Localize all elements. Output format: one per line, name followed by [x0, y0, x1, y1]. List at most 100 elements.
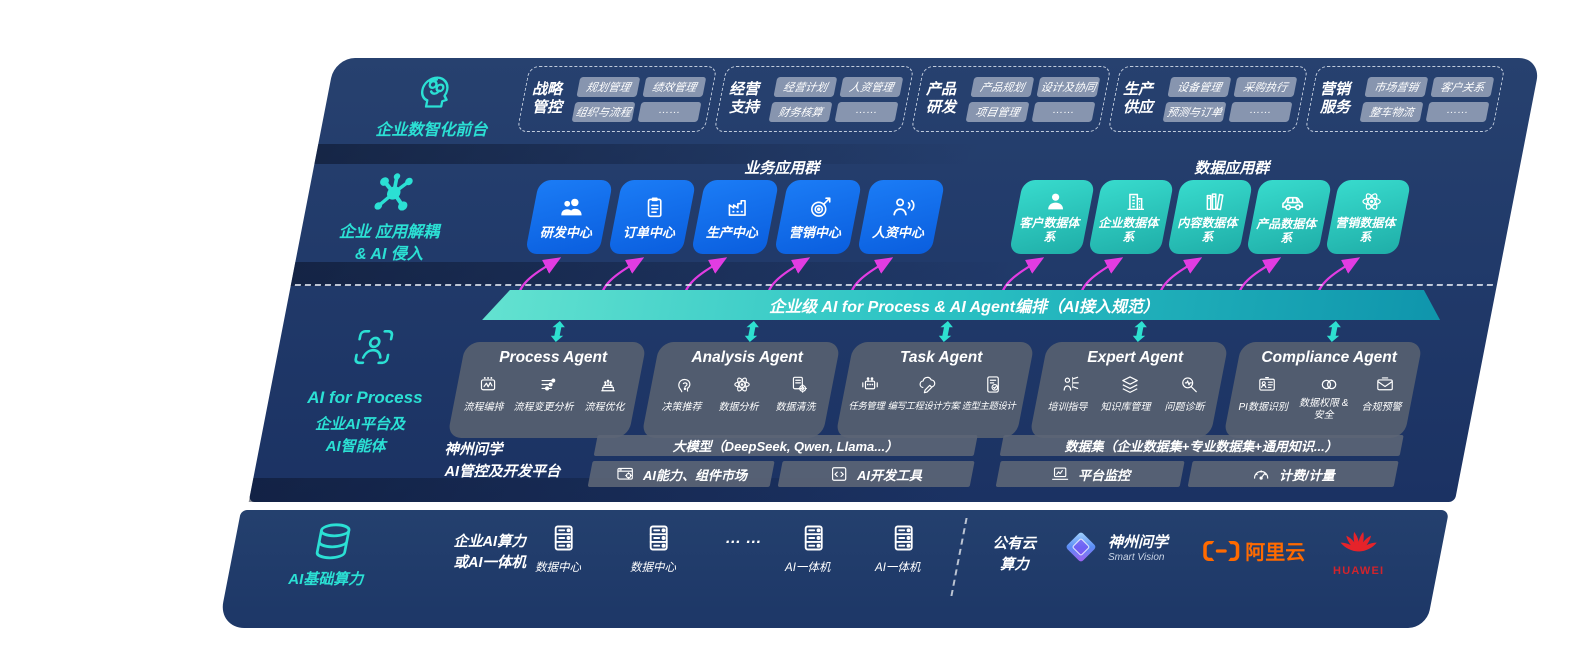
- aliyun-name: 阿里云: [1245, 542, 1306, 564]
- tablet-check-icon: [983, 374, 1004, 395]
- tool-label: 平台监控: [1078, 467, 1131, 483]
- agent-item-label: 决策推荐: [660, 402, 701, 413]
- layered-cake-icon: [598, 374, 619, 395]
- agent-title: Compliance Agent: [1261, 349, 1397, 366]
- agents-row: Process Agent 流程编排 流程变更分析 流程优化 Analysis …: [447, 342, 1423, 438]
- models-bar-label: 大模型（DeepSeek, Qwen, Llama...）: [672, 439, 899, 454]
- vertical-dashed-divider: [950, 518, 968, 596]
- laptop-chart-icon: [1050, 464, 1070, 484]
- scan-person-icon: [349, 326, 399, 368]
- cloud-pen-icon: [917, 374, 938, 395]
- agent-item-label: 培训指导: [1047, 402, 1088, 413]
- pill: 人资管理: [839, 76, 904, 97]
- pill: ……: [1425, 101, 1490, 122]
- orchestration-bar-label: 企业级 AI for Process & AI Agent编排（AI接入规范）: [769, 299, 1159, 316]
- tool-ai-market: AI能力、组件市场: [587, 461, 775, 487]
- pill: ……: [1031, 101, 1096, 122]
- agent-card-analysis: Analysis Agent 决策推荐 数据分析 数据清洗: [641, 342, 841, 438]
- group-name: 营销服务: [1320, 81, 1351, 116]
- agent-item-label: 任务管理: [848, 401, 885, 411]
- vendor-szwx: 神州问学 Smart Vision: [1062, 528, 1168, 566]
- group-name: 生产供应: [1123, 81, 1154, 116]
- agent-title: Task Agent: [899, 349, 983, 366]
- huawei-flower-logo-icon: [1340, 531, 1377, 552]
- ai-platform-subtitle-1: 企业AI平台及: [314, 416, 405, 433]
- cloud-label-line1: 公有云: [992, 536, 1037, 552]
- layer-divider-dashed: [294, 284, 1494, 286]
- pill: 绩效管理: [642, 76, 707, 97]
- agent-item-label: 问题诊断: [1164, 402, 1205, 413]
- agent-item-label: 数据分析: [717, 402, 758, 413]
- pill: ……: [637, 101, 702, 122]
- ai-for-process-title: AI for Process: [307, 388, 423, 407]
- datasets-bar: 数据集（企业数据集+专业数据集+通用知识...）: [999, 435, 1404, 456]
- group-name: 经营支持: [729, 81, 760, 116]
- server-icon: [643, 522, 675, 554]
- brain-icon: [409, 68, 462, 112]
- group-product-rd: 产品研发 产品规划 设计及协同 项目管理 ……: [910, 66, 1112, 132]
- doc-gear-icon: [789, 374, 810, 395]
- pill: 采购执行: [1233, 76, 1298, 97]
- tool-ai-dev: AI开发工具: [777, 461, 975, 487]
- front-groups-row: 战略管控 规划管理 绩效管理 组织与流程 …… 经营支持 经营计划 人资管理 财…: [516, 66, 1506, 132]
- node-label: AI一体机: [875, 562, 921, 574]
- agent-title: Analysis Agent: [691, 349, 803, 366]
- pill: 市场营销: [1364, 76, 1429, 97]
- agent-card-task: Task Agent 任务管理 编写工程设计方案 造型主题设计: [835, 342, 1035, 438]
- tool-billing: 计费/计量: [1187, 461, 1399, 487]
- pill: ……: [834, 101, 899, 122]
- group-name: 战略管控: [532, 81, 563, 116]
- agent-item-label: 流程优化: [584, 402, 625, 413]
- pill: 设计及协同: [1036, 76, 1101, 97]
- atom-icon: [732, 374, 753, 395]
- szwx-sub: Smart Vision: [1107, 552, 1165, 563]
- infra-band: AI基础算力 企业AI算力 或AI一体机 数据中心 数据中心 … … AI一体机…: [218, 510, 1450, 628]
- tool-label: AI能力、组件市场: [643, 467, 748, 483]
- pill: 产品规划: [970, 76, 1035, 97]
- agent-item-label: PI数据识别: [1238, 402, 1289, 413]
- group-marketing-service: 营销服务 市场营销 客户关系 整车物流 ……: [1304, 66, 1506, 132]
- stack-icon: [1120, 374, 1141, 395]
- flow-icon: [477, 374, 498, 395]
- mail-alert-icon: [1375, 374, 1396, 395]
- id-card-icon: [1257, 374, 1278, 395]
- group-name: 产品研发: [926, 81, 957, 116]
- gauge-icon: [1251, 464, 1271, 484]
- szwx-diamond-logo-icon: [1066, 532, 1096, 562]
- training-icon: [1061, 374, 1082, 395]
- pill: 设备管理: [1167, 76, 1232, 97]
- cloud-label-line2: 算力: [999, 557, 1029, 574]
- szwx-name: 神州问学: [1107, 534, 1168, 551]
- business-apps-header: 业务应用群: [744, 160, 820, 177]
- robot-icon: [860, 374, 881, 395]
- agent-item-label: 数据权限 & 安全: [1299, 398, 1349, 421]
- agent-item-label: 知识库管理: [1100, 402, 1151, 413]
- dev-platform-title: 神州问学 AI管控及开发平台: [445, 440, 595, 484]
- pill: ……: [1228, 101, 1293, 122]
- node-datacenter-2: 数据中心: [617, 522, 697, 575]
- pill: 规划管理: [576, 76, 641, 97]
- agent-title: Expert Agent: [1087, 349, 1184, 366]
- tool-label: 计费/计量: [1279, 467, 1335, 483]
- tool-label: AI开发工具: [857, 467, 923, 483]
- node-ai-appliance-1: AI一体机: [772, 522, 852, 575]
- orchestration-bar: 企业级 AI for Process & AI Agent编排（AI接入规范）: [482, 290, 1446, 320]
- server-icon: [888, 522, 920, 554]
- pill: 整车物流: [1359, 101, 1424, 122]
- agent-card-compliance: Compliance Agent PI数据识别 数据权限 & 安全 合规预警: [1223, 342, 1423, 438]
- agent-item-label: 编写工程设计方案: [887, 401, 960, 411]
- group-strategy: 战略管控 规划管理 绩效管理 组织与流程 ……: [516, 66, 718, 132]
- front-layer-title: 企业数智化前台: [375, 122, 488, 139]
- architecture-scene: 企业数智化前台 战略管控 规划管理 绩效管理 组织与流程 …… 经营支持 经营计…: [218, 58, 1541, 628]
- dev-platform-title-line1: 神州问学: [444, 442, 503, 458]
- diagnose-icon: [1178, 374, 1199, 395]
- sliders-icon: [538, 374, 559, 395]
- link-rings-icon: [1318, 374, 1339, 395]
- code-doc-icon: [830, 464, 850, 484]
- dev-platform-title-line2: AI管控及开发平台: [444, 463, 561, 480]
- pill: 财务核算: [768, 101, 833, 122]
- public-cloud-label: 公有云 算力: [972, 534, 1056, 576]
- server-icon: [548, 522, 580, 554]
- agent-item-label: 造型主题设计: [962, 401, 1017, 411]
